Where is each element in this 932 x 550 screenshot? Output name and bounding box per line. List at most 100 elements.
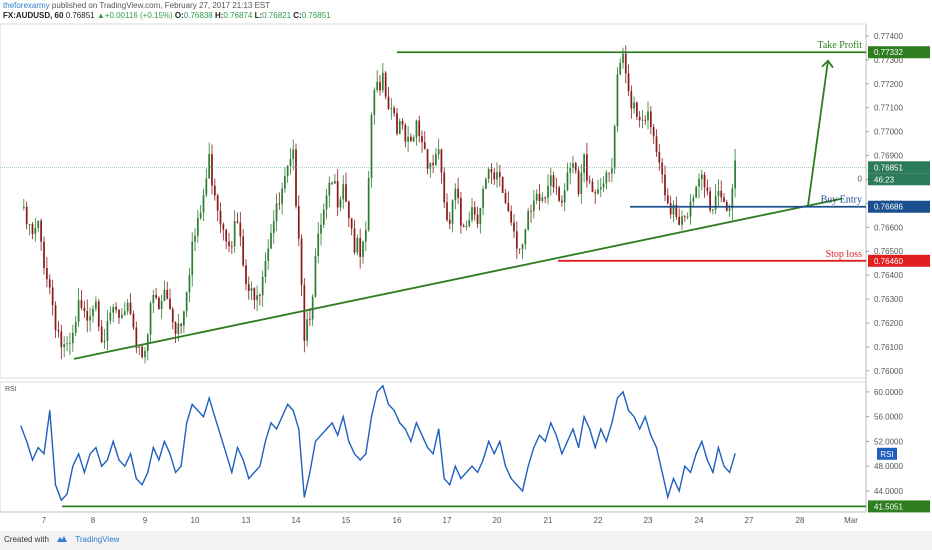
- candle-body: [703, 174, 706, 188]
- rsi-point: [359, 459, 361, 461]
- candle-body: [448, 219, 451, 224]
- projection-arrow-line: [807, 60, 829, 206]
- candle-body: [454, 188, 457, 201]
- candle-body: [228, 241, 230, 247]
- candle-body: [437, 149, 440, 155]
- candle-body: [250, 288, 253, 291]
- candle-body: [233, 221, 236, 247]
- price-chart[interactable]: 0.77400 0.77300 0.77200 0.77100 0.77000 0.769…: [0, 0, 932, 531]
- rsi-point: [550, 422, 552, 424]
- rsi-point: [387, 403, 390, 405]
- candle-body: [222, 224, 225, 230]
- candle-body: [583, 154, 585, 173]
- tradingview-link[interactable]: TradingView: [75, 535, 120, 544]
- candle-body: [109, 312, 112, 321]
- rsi-point: [141, 484, 143, 486]
- candle-body: [171, 308, 174, 323]
- candle-body: [566, 172, 569, 191]
- rsi-point: [253, 471, 255, 473]
- candle-body: [317, 233, 320, 257]
- candle-body: [370, 114, 373, 178]
- x-tick-label: 13: [242, 516, 251, 525]
- candle-body: [141, 346, 143, 358]
- rsi-point: [583, 416, 585, 418]
- chart-header: theforexarmy published on TradingView.co…: [0, 0, 932, 22]
- candle-body: [54, 305, 57, 330]
- rsi-point: [186, 422, 188, 424]
- rsi-point: [639, 428, 641, 430]
- price-tick-label: 0.76100: [874, 343, 903, 352]
- candle-body: [292, 149, 295, 160]
- candle-body: [311, 296, 314, 320]
- rsi-point: [701, 440, 703, 443]
- candle-body: [275, 203, 278, 222]
- candle-body: [106, 320, 109, 341]
- rsi-point: [504, 465, 507, 467]
- candle-body: [347, 201, 350, 219]
- candle-body: [132, 313, 135, 328]
- rsi-point: [281, 416, 283, 418]
- candle-body: [121, 314, 123, 318]
- rsi-pane: [0, 381, 867, 513]
- candle-body: [666, 195, 669, 204]
- candle-body: [353, 228, 356, 253]
- rsi-point: [83, 471, 85, 473]
- rsi-point: [101, 465, 103, 467]
- candle-body: [261, 276, 264, 296]
- candle-body: [734, 160, 736, 189]
- rsi-point: [488, 440, 490, 443]
- candle-body: [544, 197, 547, 199]
- candle-body: [208, 154, 211, 179]
- candle-body: [664, 174, 666, 196]
- rsi-point: [449, 484, 451, 486]
- candle-body: [364, 230, 367, 242]
- x-tick-label: 24: [695, 516, 704, 525]
- candle-body: [74, 321, 77, 333]
- rsi-point: [37, 447, 39, 449]
- author-link[interactable]: theforexarmy: [3, 1, 50, 10]
- rsi-point: [527, 465, 529, 467]
- price-tick-label: 0.77300: [874, 56, 903, 65]
- rsi-tick-label: 60.0000: [874, 388, 903, 397]
- candle-body: [135, 327, 138, 348]
- rsi-point: [410, 440, 412, 443]
- candle-body: [185, 292, 188, 312]
- change-value: +0.00116 (+0.15%): [104, 11, 173, 20]
- rsi-point: [242, 459, 244, 461]
- candle-body: [717, 190, 720, 196]
- candle-body: [245, 265, 247, 285]
- rsi-point: [438, 428, 440, 430]
- rsi-point: [225, 453, 227, 455]
- candle-body: [443, 172, 446, 203]
- candle-body: [541, 197, 544, 201]
- candle-body: [487, 169, 490, 179]
- rsi-point: [259, 465, 261, 467]
- rsi-point: [26, 440, 28, 443]
- candle-body: [97, 301, 100, 327]
- candle-body: [284, 176, 286, 189]
- candle-body: [555, 187, 558, 188]
- candle-body: [286, 165, 289, 177]
- level-badge: [868, 254, 930, 267]
- candle-body: [611, 168, 613, 174]
- candle-body: [479, 207, 482, 224]
- created-with-label: Created with: [4, 535, 49, 544]
- rsi-point: [465, 471, 468, 473]
- candle-body: [322, 209, 325, 225]
- candle-body: [421, 136, 423, 143]
- candle-body: [404, 124, 407, 142]
- candle-body: [95, 301, 97, 309]
- rsi-point: [510, 477, 512, 480]
- rsi-point: [454, 465, 456, 467]
- candle-body: [37, 220, 40, 228]
- candle-body: [303, 284, 306, 341]
- publisher-line: theforexarmy published on TradingView.co…: [3, 1, 270, 10]
- candle-body: [490, 169, 493, 173]
- candle-body: [158, 297, 160, 309]
- candle-body: [247, 284, 250, 291]
- candle-body: [83, 307, 86, 312]
- candle-body: [339, 199, 342, 208]
- rsi-point: [180, 465, 182, 467]
- x-tick-label: 28: [796, 516, 805, 525]
- candle-body: [535, 193, 538, 201]
